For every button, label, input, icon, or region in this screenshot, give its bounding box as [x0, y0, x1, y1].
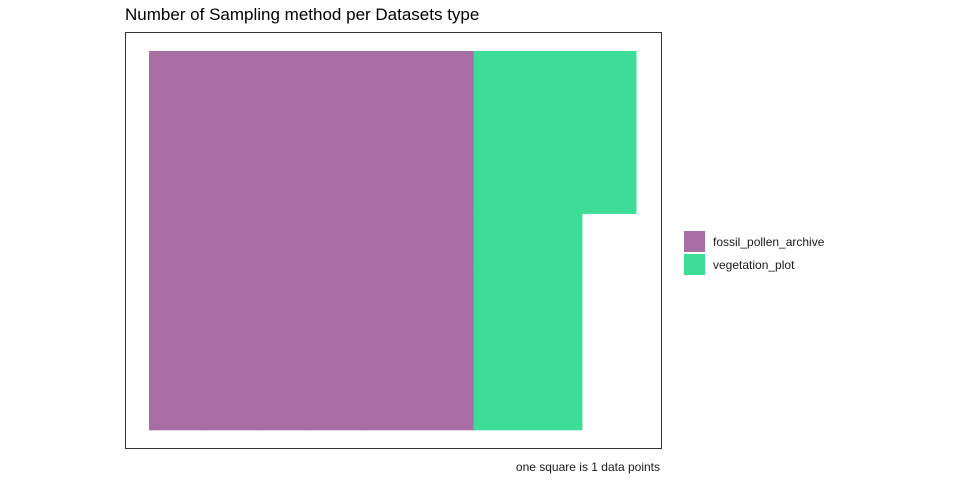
waffle-square-vegetation-plot	[581, 105, 637, 160]
waffle-chart	[149, 51, 637, 431]
waffle-square-fossil-pollen-archive	[149, 321, 204, 377]
waffle-square-fossil-pollen-archive	[311, 159, 366, 214]
waffle-square-fossil-pollen-archive	[203, 105, 258, 160]
waffle-square-vegetation-plot	[527, 267, 583, 323]
chart-caption: one square is 1 data points	[515, 460, 660, 474]
waffle-square-fossil-pollen-archive	[419, 159, 475, 214]
waffle-square-fossil-pollen-archive	[203, 159, 258, 214]
waffle-square-fossil-pollen-archive	[311, 105, 366, 160]
waffle-square-vegetation-plot	[473, 375, 529, 431]
waffle-square-fossil-pollen-archive	[419, 213, 475, 268]
waffle-square-fossil-pollen-archive	[419, 375, 475, 431]
waffle-square-fossil-pollen-archive	[419, 267, 475, 323]
waffle-square-fossil-pollen-archive	[257, 159, 312, 214]
waffle-square-fossil-pollen-archive	[203, 51, 258, 106]
waffle-square-fossil-pollen-archive	[419, 105, 475, 160]
waffle-square-fossil-pollen-archive	[203, 321, 258, 377]
waffle-square-fossil-pollen-archive	[149, 51, 204, 106]
waffle-square-fossil-pollen-archive	[419, 51, 475, 106]
waffle-square-vegetation-plot	[473, 159, 529, 214]
waffle-square-vegetation-plot	[473, 213, 529, 268]
legend-key-vegetation-plot	[684, 254, 705, 275]
waffle-square-fossil-pollen-archive	[149, 159, 204, 214]
waffle-square-fossil-pollen-archive	[311, 267, 366, 323]
waffle-square-vegetation-plot	[527, 375, 583, 431]
plot-panel	[125, 32, 662, 449]
waffle-square-fossil-pollen-archive	[257, 321, 312, 377]
waffle-square-fossil-pollen-archive	[365, 321, 421, 377]
waffle-square-fossil-pollen-archive	[419, 321, 475, 377]
waffle-square-fossil-pollen-archive	[203, 267, 258, 323]
waffle-square-fossil-pollen-archive	[149, 105, 204, 160]
waffle-square-vegetation-plot	[473, 51, 529, 106]
waffle-square-vegetation-plot	[581, 51, 637, 106]
waffle-square-fossil-pollen-archive	[203, 213, 258, 268]
waffle-square-vegetation-plot	[581, 159, 637, 214]
waffle-square-fossil-pollen-archive	[311, 213, 366, 268]
waffle-square-fossil-pollen-archive	[149, 267, 204, 323]
waffle-square-fossil-pollen-archive	[257, 51, 312, 106]
chart-title: Number of Sampling method per Datasets t…	[125, 5, 480, 24]
waffle-square-vegetation-plot	[527, 51, 583, 106]
waffle-square-vegetation-plot	[527, 105, 583, 160]
legend-label-vegetation-plot: vegetation_plot	[713, 257, 795, 272]
waffle-square-fossil-pollen-archive	[365, 267, 421, 323]
legend-key-fossil-pollen-archive	[684, 231, 705, 252]
waffle-square-fossil-pollen-archive	[311, 51, 366, 106]
legend-label-fossil-pollen-archive: fossil_pollen_archive	[713, 234, 825, 249]
waffle-square-vegetation-plot	[473, 105, 529, 160]
waffle-square-fossil-pollen-archive	[203, 375, 258, 431]
waffle-square-fossil-pollen-archive	[311, 375, 366, 431]
waffle-square-fossil-pollen-archive	[365, 375, 421, 431]
waffle-square-fossil-pollen-archive	[365, 213, 421, 268]
waffle-square-fossil-pollen-archive	[149, 375, 204, 431]
waffle-square-fossil-pollen-archive	[365, 105, 421, 160]
waffle-square-fossil-pollen-archive	[257, 213, 312, 268]
waffle-square-fossil-pollen-archive	[311, 321, 366, 377]
legend-item-fossil-pollen-archive: fossil_pollen_archive	[684, 230, 824, 253]
legend: fossil_pollen_archive vegetation_plot	[684, 230, 824, 276]
legend-item-vegetation-plot: vegetation_plot	[684, 253, 824, 276]
waffle-square-fossil-pollen-archive	[149, 213, 204, 268]
waffle-square-vegetation-plot	[527, 213, 583, 268]
waffle-square-vegetation-plot	[527, 321, 583, 377]
waffle-square-fossil-pollen-archive	[365, 159, 421, 214]
waffle-square-fossil-pollen-archive	[257, 105, 312, 160]
waffle-square-vegetation-plot	[473, 321, 529, 377]
waffle-square-vegetation-plot	[527, 159, 583, 214]
waffle-square-fossil-pollen-archive	[257, 375, 312, 431]
waffle-square-fossil-pollen-archive	[365, 51, 421, 106]
waffle-square-vegetation-plot	[473, 267, 529, 323]
waffle-square-fossil-pollen-archive	[257, 267, 312, 323]
